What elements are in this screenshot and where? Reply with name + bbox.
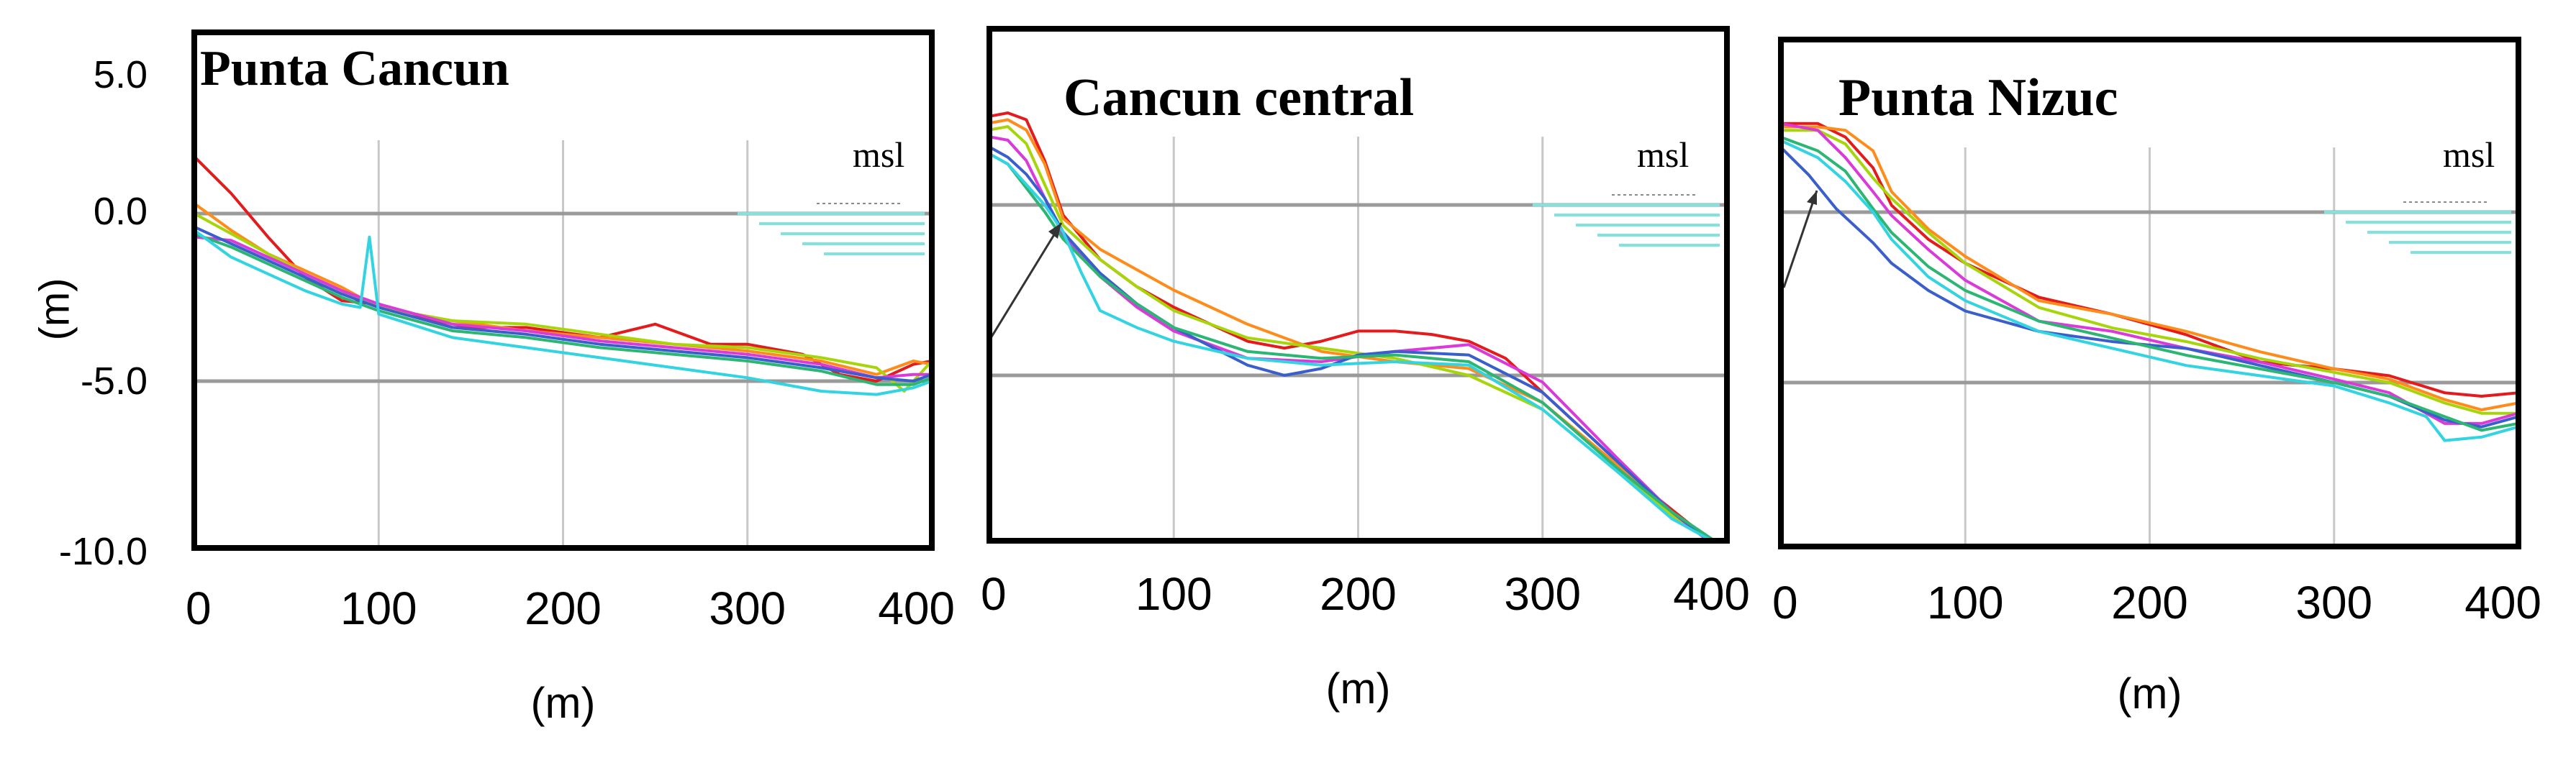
x-tick-label: 200 [1320,568,1397,620]
annotation-arrowhead [1807,191,1817,205]
series-line-green [1781,135,2518,432]
x-tick-label: 400 [2464,577,2541,628]
x-tick-label: 100 [340,582,417,634]
series-line-blue [194,225,932,383]
x-tick-label: 100 [1135,568,1212,620]
msl-label: msl [853,134,904,175]
x-tick-label: 300 [1504,568,1581,620]
punta-cancun-panel: Punta Cancun msl 0 100 200 300 400 (m) [186,29,955,727]
series-line-cyan [194,229,932,396]
series-line-blue [989,145,1714,541]
series-line-yellow-green [1781,129,2518,415]
annotation-arrow [1782,190,1818,288]
x-tick-label: 0 [186,582,212,634]
series-line-green [989,152,1718,541]
punta-nizuc-frame [1778,37,2521,549]
punta-cancun-title: Punta Cancun [200,41,509,96]
punta-cancun-series-group [194,155,932,396]
punta-nizuc-title: Punta Nizuc [1838,68,2118,127]
y-tick-label: -5.0 [81,360,148,403]
cancun-central-series-group [989,111,1718,541]
series-line-red [1781,122,2518,398]
x-tick-label: 0 [981,568,1007,620]
series-line-orange [1781,125,2518,411]
punta-cancun-frame [191,29,935,551]
y-axis-title: (m) [31,278,78,341]
series-line-yellow-green [194,212,932,393]
x-tick-label: 300 [2295,577,2372,628]
punta-nizuc-x-axis-title: (m) [2118,669,2182,718]
msl-label: msl [1637,134,1689,175]
cancun-central-sea-symbol [1533,194,1720,247]
msl-label: msl [2443,134,2495,175]
x-tick-label: 400 [878,582,955,634]
series-line-blue [1781,146,2518,429]
cancun-central-title: Cancun central [1063,68,1414,127]
cancun-central-panel: Cancun central msl 0 100 200 300 400 (m) [981,26,1750,713]
x-tick-label: 200 [2111,577,2188,628]
x-tick-label: 0 [1772,577,1798,628]
x-tick-label: 200 [525,582,602,634]
punta-nizuc-panel: Punta Nizuc msl 0 100 200 300 400 (m) [1772,37,2541,718]
y-tick-label: -10.0 [59,530,148,573]
series-line-cyan [989,152,1715,541]
x-tick-label: 100 [1927,577,2004,628]
punta-cancun-sea-symbol [738,203,925,255]
series-line-green [194,232,932,386]
y-tick-label: 0.0 [94,190,148,233]
x-tick-label: 300 [709,582,786,634]
cancun-central-x-axis-title: (m) [1326,664,1391,713]
annotation-arrow [989,222,1063,339]
annotation-arrowhead [1048,223,1061,239]
punta-nizuc-series-group [1781,122,2518,442]
punta-nizuc-sea-symbol [2324,201,2511,254]
series-line-magenta [989,135,1710,541]
punta-cancun-x-axis-title: (m) [531,679,596,727]
x-tick-label: 400 [1673,568,1750,620]
series-line-cyan [1781,139,2518,442]
cancun-central-frame [987,26,1730,544]
y-tick-label: 5.0 [94,53,148,96]
